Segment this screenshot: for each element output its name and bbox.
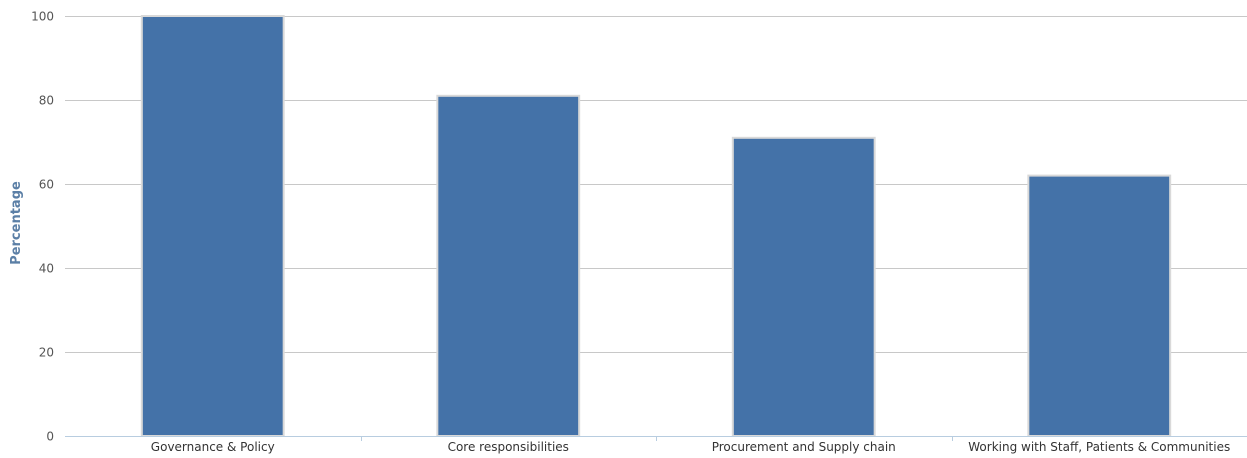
bar — [140, 15, 285, 437]
x-tick-label: Working with Staff, Patients & Communiti… — [968, 440, 1230, 454]
bar — [436, 94, 581, 438]
y-tick-label: 0 — [46, 430, 54, 444]
x-tick-label: Procurement and Supply chain — [712, 440, 896, 454]
y-tick-label: 20 — [39, 346, 54, 360]
bar — [1027, 174, 1172, 437]
x-tick-label: Governance & Policy — [151, 440, 275, 454]
y-tick-label: 100 — [31, 10, 54, 24]
y-axis-title: Percentage — [9, 181, 24, 265]
y-tick-label: 80 — [39, 94, 54, 108]
axes: 0 20 40 60 80 100 Governance & Policy Core resp… — [31, 10, 1247, 454]
bar — [731, 136, 876, 438]
y-tick-label: 60 — [39, 178, 54, 192]
y-tick-label: 40 — [39, 262, 54, 276]
bars — [140, 15, 1172, 438]
x-tick-label: Core responsibilities — [448, 440, 569, 454]
